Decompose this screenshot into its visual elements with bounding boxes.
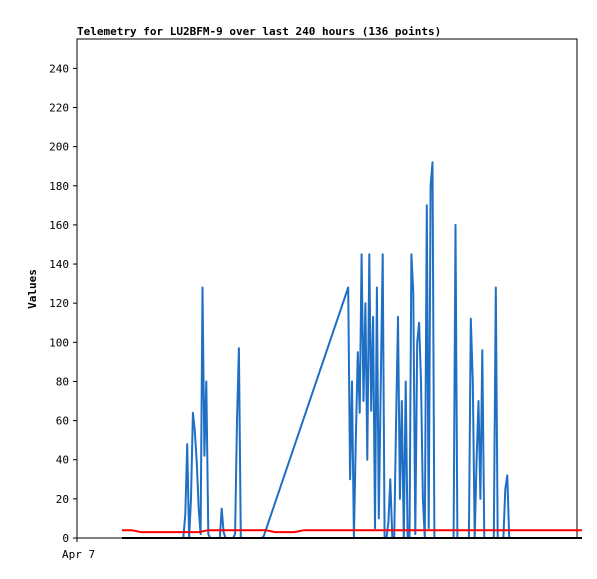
y-tick-label: 240 [49, 62, 69, 75]
series-line-0 [182, 161, 525, 539]
plot-frame [76, 38, 578, 539]
y-tick-label: 100 [49, 336, 69, 349]
y-tick-label: 80 [56, 375, 69, 388]
y-tick-label: 0 [62, 532, 69, 545]
chart-title: Telemetry for LU2BFM-9 over last 240 hou… [77, 25, 441, 38]
y-axis: 0 20 40 60 80 100 120 140 160 180 200 220 240 [49, 62, 77, 545]
y-tick-label: 140 [49, 258, 69, 271]
x-tick-label: Apr 7 [62, 548, 95, 561]
series-layer [122, 161, 582, 539]
y-tick-label: 160 [49, 219, 69, 232]
y-tick-label: 40 [56, 454, 69, 467]
y-tick-label: 180 [49, 180, 69, 193]
y-tick-label: 60 [56, 415, 69, 428]
y-tick-label: 200 [49, 141, 69, 154]
y-axis-label: Values [26, 269, 39, 309]
y-tick-label: 220 [49, 101, 69, 114]
series-line-1 [122, 529, 582, 534]
y-tick-label: 20 [56, 493, 69, 506]
x-axis: Apr 7 [62, 538, 95, 561]
y-tick-label: 120 [49, 297, 69, 310]
